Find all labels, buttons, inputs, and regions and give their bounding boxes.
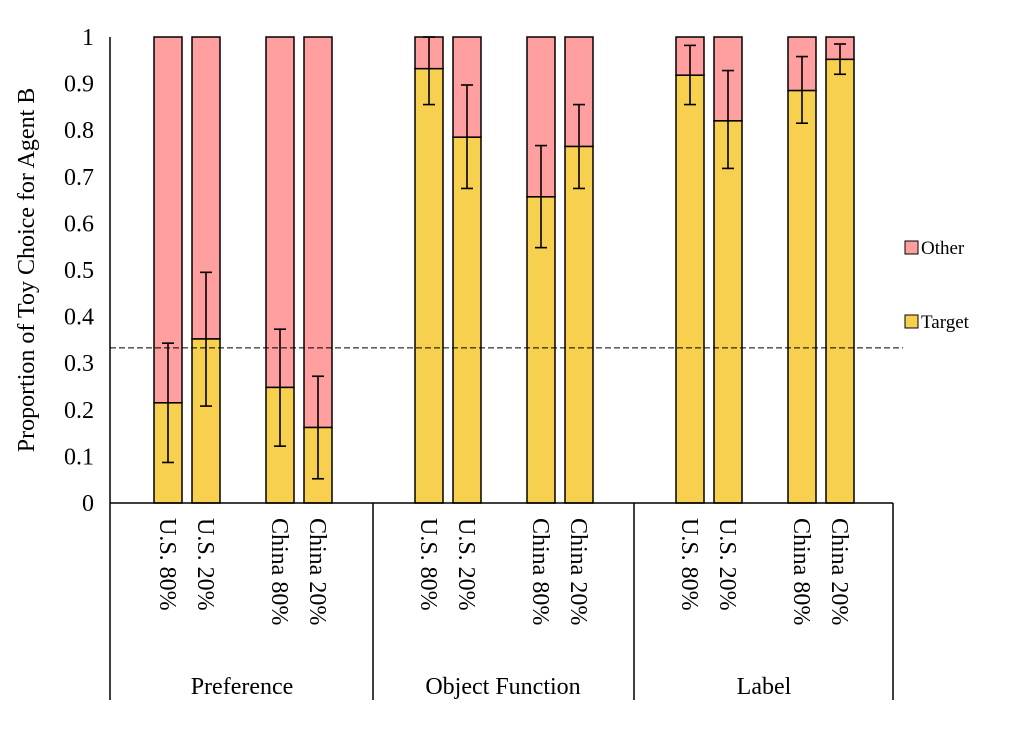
bar-target (787, 89, 817, 504)
category-label: China 20% (826, 518, 852, 625)
y-tick-label: 0 (82, 491, 94, 517)
bar-target (825, 58, 855, 504)
category-label: U.S. 20% (714, 518, 740, 611)
y-tick-label: 0.7 (64, 165, 94, 191)
category-label: China 80% (266, 518, 292, 625)
category-label: U.S. 80% (676, 518, 702, 611)
category-label: China 20% (565, 518, 591, 625)
y-tick-label: 0.3 (64, 351, 94, 377)
category-label: U.S. 80% (154, 518, 180, 611)
legend-swatch-other (904, 240, 919, 255)
legend-label-other: Other (921, 238, 965, 259)
y-tick-label: 0.9 (64, 72, 94, 98)
category-label: China 20% (304, 518, 330, 625)
group-label: Preference (191, 674, 294, 700)
y-tick-label: 1 (82, 25, 94, 51)
y-axis-title: Proportion of Toy Choice for Agent B (14, 88, 40, 453)
bar-other (153, 36, 183, 404)
y-tick-label: 0.8 (64, 118, 94, 144)
category-label: U.S. 80% (415, 518, 441, 611)
plot-area: 0 0.1 0.2 0.3 0.4 0.5 0.6 0.7 0.8 0.9 1 U.S. 80% U.S… (64, 25, 903, 700)
bar-target (713, 120, 743, 504)
y-tick-label: 0.2 (64, 398, 94, 424)
bar-target (452, 136, 482, 504)
group-label: Object Function (425, 674, 580, 700)
y-tick-label: 0.4 (64, 305, 94, 331)
legend-label-target: Target (921, 312, 970, 333)
legend-swatch-target (904, 314, 919, 329)
bar-target (675, 74, 705, 504)
y-tick-label: 0.1 (64, 444, 94, 470)
bar-target (414, 67, 444, 504)
y-tick-label: 0.5 (64, 258, 94, 284)
y-tick-label: 0.6 (64, 211, 94, 237)
category-label: U.S. 20% (453, 518, 479, 611)
bar-other (303, 36, 333, 429)
bar-other (564, 36, 594, 148)
legend: Other Target (904, 238, 970, 333)
category-label: China 80% (788, 518, 814, 625)
bar-target (564, 145, 594, 504)
category-label: China 80% (527, 518, 553, 625)
group-label: Label (737, 674, 792, 700)
category-label: U.S. 20% (192, 518, 218, 611)
